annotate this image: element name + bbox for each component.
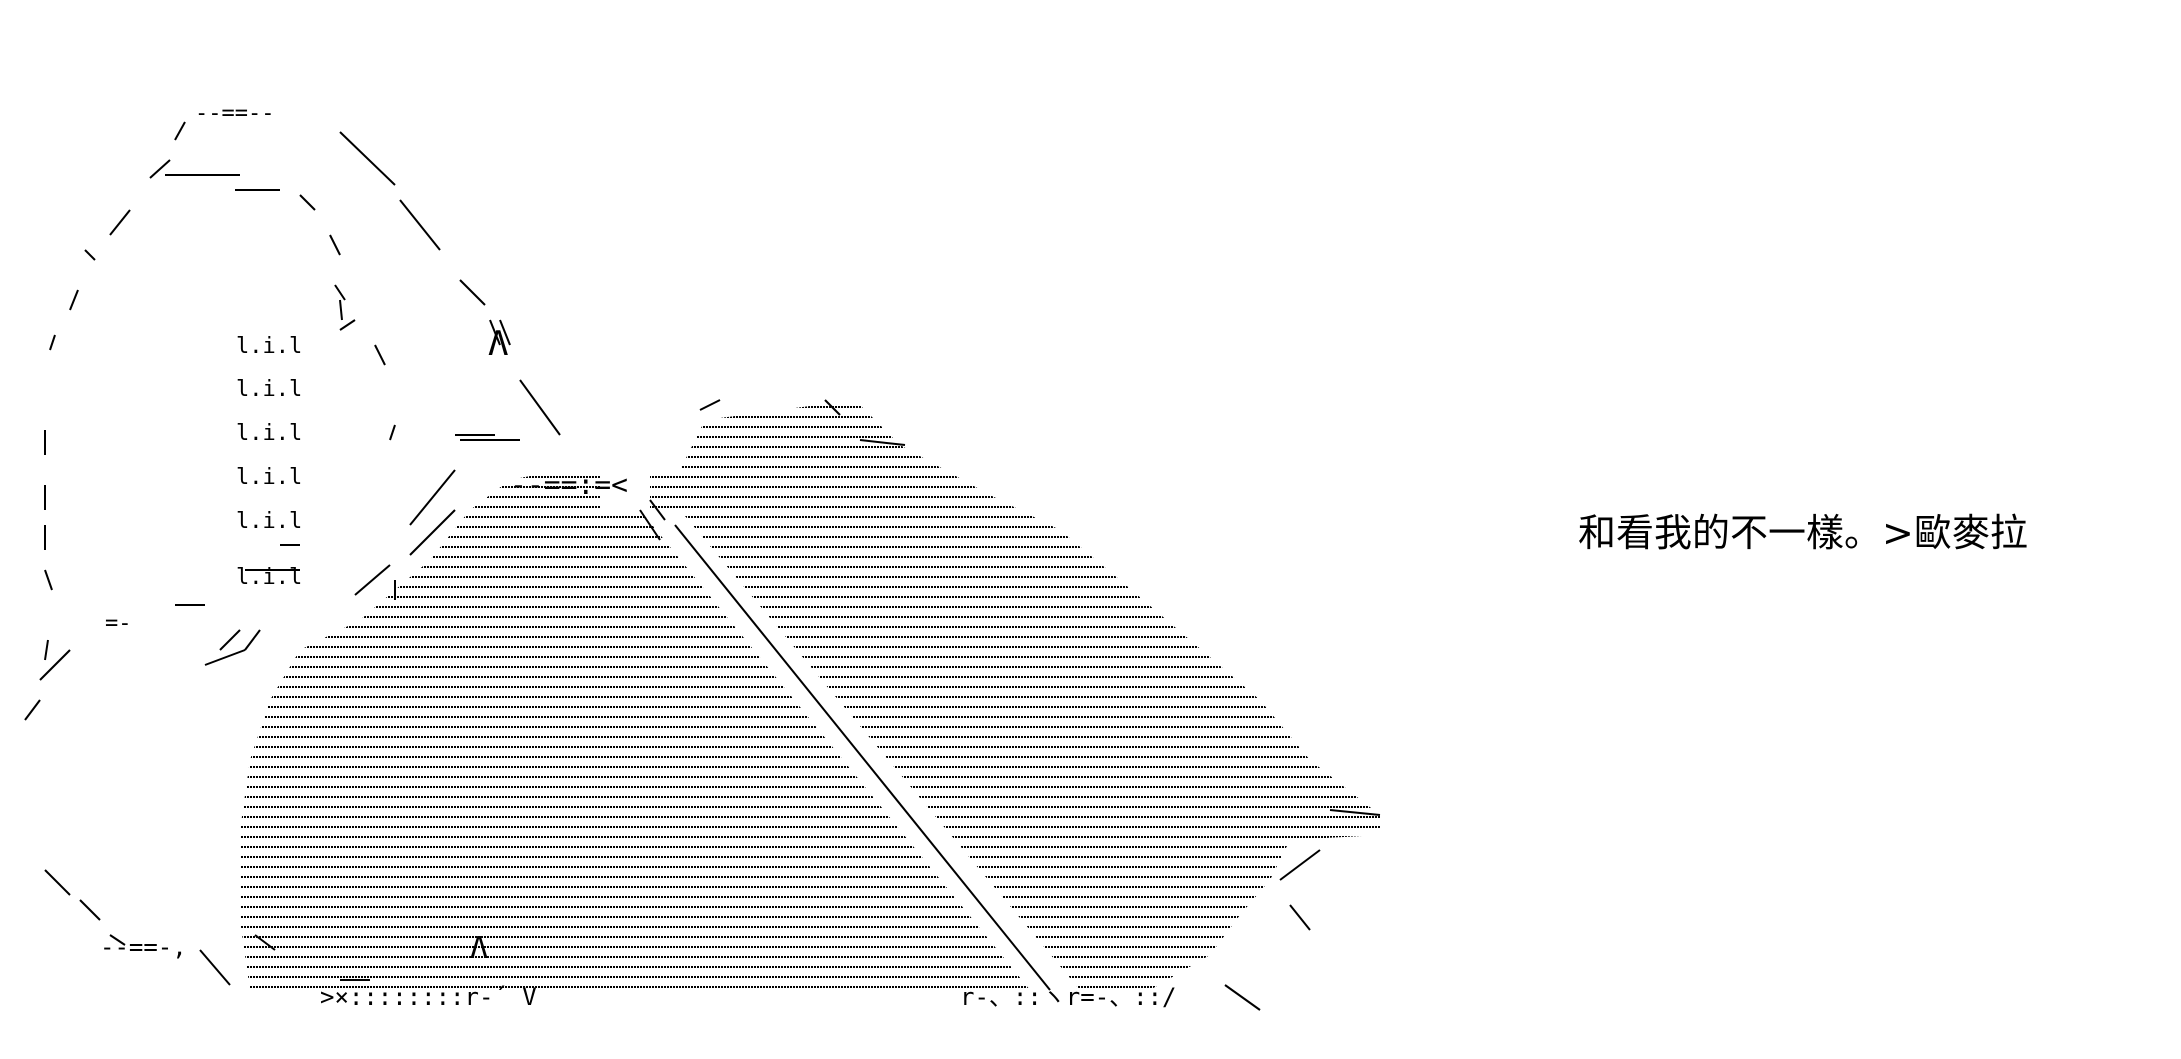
caption-text: 和看我的不一樣。>歐麥拉 bbox=[1578, 511, 2028, 555]
art-hook: =- bbox=[105, 611, 132, 636]
art-bottom-right: r‐、::ヽr=‐、::/ bbox=[960, 983, 1177, 1011]
art-bottom-mid: >×::::::::r‐´ V bbox=[320, 983, 537, 1011]
art-tie-bow: --==:=< bbox=[510, 468, 628, 501]
art-lil-3: l.i.l bbox=[236, 421, 302, 446]
ascii-text-fragments: --==-- Λ l.i.l l.i.l l.i.l l.i.l l.i.l l… bbox=[100, 101, 1177, 1011]
art-lil-5: l.i.l bbox=[236, 509, 302, 534]
art-lil-6: l.i.l bbox=[236, 565, 302, 590]
art-lil-1: l.i.l bbox=[236, 334, 302, 359]
dotted-body-fill bbox=[240, 400, 1380, 990]
art-peak-mark: Λ bbox=[470, 931, 488, 966]
art-ears-mark: Λ bbox=[488, 324, 508, 364]
art-lil-4: l.i.l bbox=[236, 465, 302, 490]
art-lil-2: l.i.l bbox=[236, 377, 302, 402]
art-bottom-left: ‐‐==‐, bbox=[100, 933, 187, 961]
ascii-line-work bbox=[24, 121, 1381, 1011]
art-top-arc: --==-- bbox=[195, 101, 274, 126]
